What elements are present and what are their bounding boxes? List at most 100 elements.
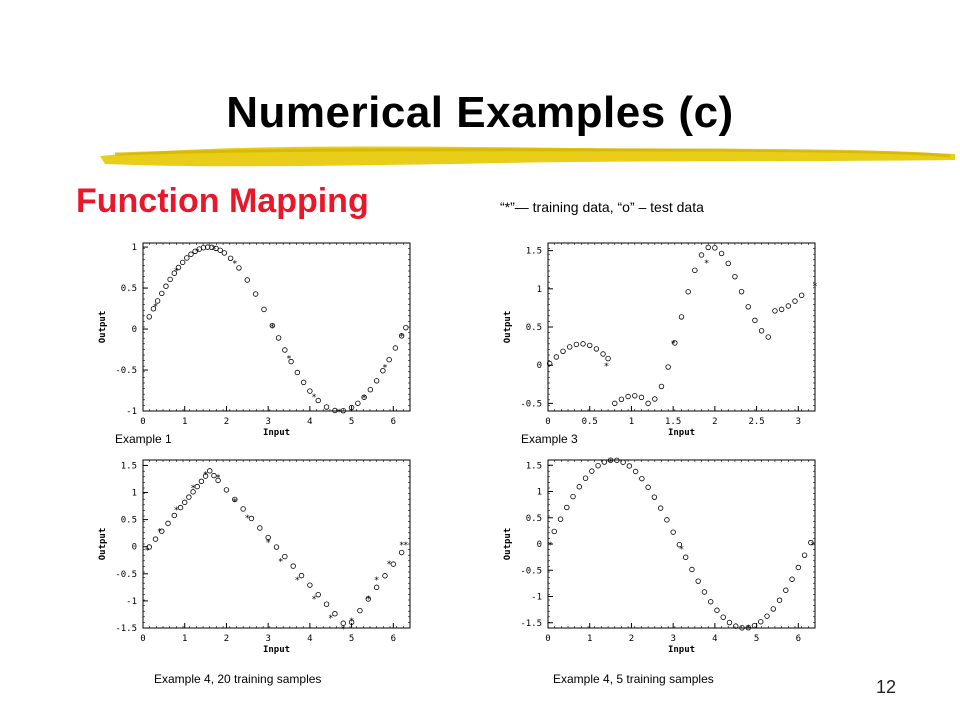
training-point: * [403, 541, 408, 551]
test-point [403, 324, 409, 331]
x-tick-label: 3 [796, 417, 801, 427]
test-point [705, 244, 711, 251]
test-point [776, 597, 783, 603]
test-point [248, 515, 255, 522]
test-point [665, 364, 671, 370]
test-point [698, 252, 705, 258]
y-tick-label: 1 [537, 285, 542, 295]
y-tick-label: 1 [132, 489, 137, 499]
test-point [720, 614, 726, 620]
page-number: 12 [875, 677, 896, 697]
test-point [202, 473, 209, 479]
test-point [227, 255, 234, 262]
x-tick-label: 2 [629, 634, 634, 644]
test-point [626, 463, 633, 469]
test-point [658, 383, 665, 390]
x-axis-label: Input [263, 428, 290, 438]
test-point [620, 459, 626, 465]
y-tick-label: -1 [531, 593, 542, 603]
test-point [725, 260, 731, 267]
test-point [382, 573, 388, 579]
test-point [792, 298, 798, 304]
test-point [718, 250, 725, 257]
training-point: * [232, 260, 237, 270]
training-point: * [153, 302, 158, 312]
test-point [764, 613, 770, 619]
test-point [676, 542, 683, 548]
test-point [745, 624, 751, 631]
training-point: * [386, 560, 391, 570]
y-tick-label: -0.5 [520, 566, 542, 576]
plot-frame [547, 242, 816, 412]
test-point [573, 341, 580, 348]
x-tick-label: 0 [545, 417, 550, 427]
test-point [323, 404, 330, 410]
test-point [315, 397, 321, 404]
test-point [146, 544, 152, 550]
y-tick-label: 1.5 [526, 247, 542, 257]
y-tick-label: 0.5 [526, 323, 542, 333]
training-point: * [232, 498, 237, 508]
test-point [217, 247, 223, 253]
training-point: * [399, 541, 404, 551]
test-point [638, 394, 645, 401]
test-point [288, 358, 294, 365]
test-point [398, 549, 405, 556]
y-tick-label: 0 [537, 540, 542, 550]
x-tick-label: 4 [307, 634, 312, 644]
test-point [732, 273, 738, 280]
test-point [589, 468, 595, 474]
y-tick-label: 1 [132, 243, 137, 253]
test-point [783, 587, 789, 593]
test-point [290, 563, 296, 569]
test-point [340, 620, 346, 626]
test-point [204, 244, 211, 250]
test-point [194, 483, 200, 490]
test-point [765, 334, 771, 340]
caption-example-3: Example 3 [521, 432, 578, 446]
test-point [551, 528, 557, 535]
test-point [257, 525, 263, 531]
x-tick-label: 2.5 [748, 417, 764, 427]
test-point [323, 601, 330, 607]
test-point [772, 308, 778, 314]
test-point [373, 378, 380, 384]
test-point [152, 536, 159, 542]
test-point [150, 306, 157, 312]
test-point [770, 606, 776, 612]
training-point: * [270, 323, 275, 333]
test-point [273, 544, 280, 550]
test-point [282, 553, 288, 560]
test-point [682, 554, 689, 560]
test-point [595, 463, 601, 469]
training-point: * [608, 458, 613, 468]
training-point: * [336, 408, 341, 418]
test-point [657, 505, 664, 511]
test-point [785, 303, 791, 309]
test-point [607, 457, 614, 463]
test-point [361, 394, 367, 400]
x-tick-label: 5 [349, 634, 354, 644]
training-point: * [286, 355, 291, 365]
caption-example-4-20: Example 4, 20 training samples [154, 672, 322, 686]
slide-title: Numerical Examples (c) [226, 88, 734, 137]
training-point: * [265, 538, 270, 548]
training-point: * [295, 576, 300, 586]
training-point: * [361, 394, 366, 404]
caption-example-4-5: Example 4, 5 training samples [553, 672, 714, 686]
test-point [600, 351, 606, 357]
test-point [175, 264, 182, 271]
x-tick-label: 0 [140, 417, 145, 427]
training-point: * [812, 282, 817, 292]
test-point [154, 298, 161, 304]
test-point [593, 346, 600, 352]
test-point [664, 517, 670, 523]
training-point: * [679, 545, 684, 555]
title-underline [100, 146, 955, 167]
y-tick-label: 0.5 [121, 284, 137, 294]
test-point [560, 348, 566, 354]
test-point [348, 404, 355, 411]
y-tick-label: -1.5 [115, 624, 137, 634]
training-point: * [195, 247, 200, 257]
